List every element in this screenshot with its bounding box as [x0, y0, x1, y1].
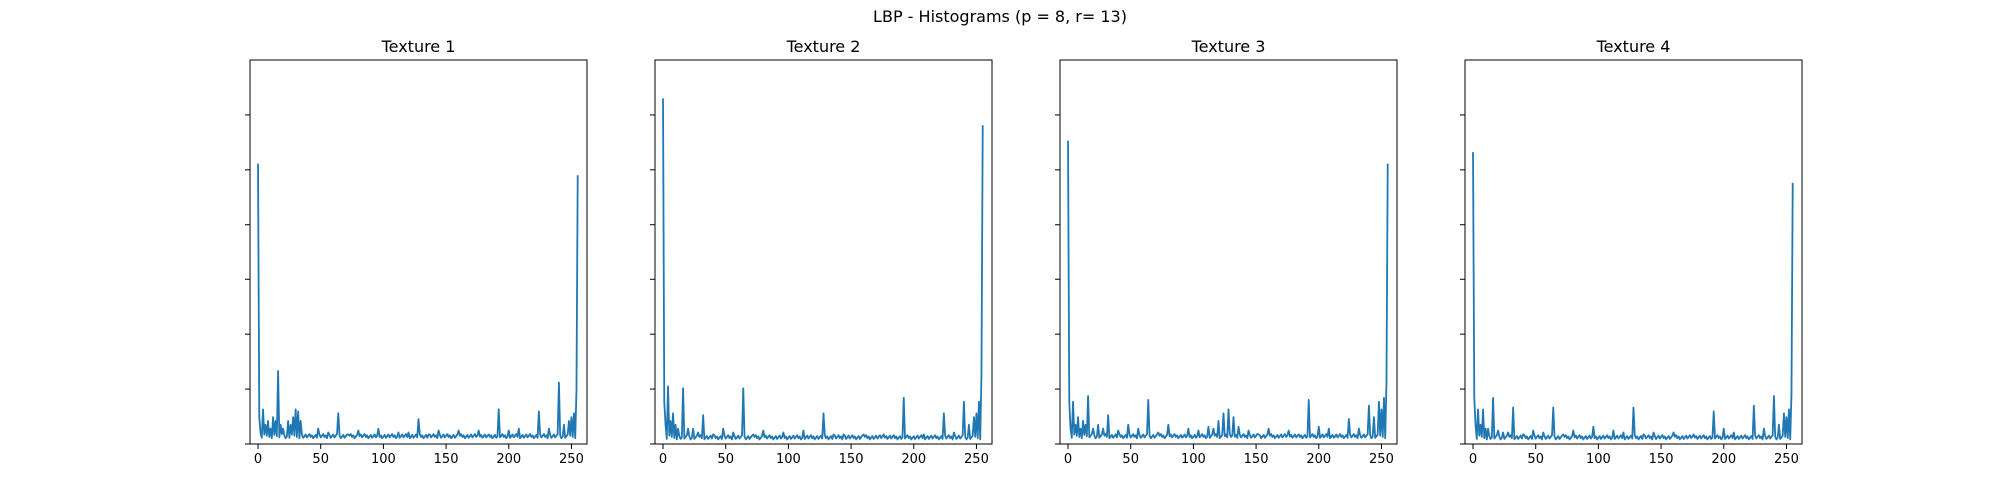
plot-frame	[654, 59, 993, 445]
x-tick-label: 50	[717, 452, 734, 467]
x-tick-label: 50	[1527, 452, 1544, 467]
plot-frame	[1059, 59, 1398, 445]
x-tick-label: 250	[559, 452, 584, 467]
histogram-line	[257, 163, 579, 440]
histogram-line	[1067, 140, 1389, 440]
histogram-line	[1472, 152, 1794, 441]
x-tick-label: 50	[1122, 452, 1139, 467]
subplots: Texture 1 0 50 100 150 200 250 Texture 2 0 50 100 1…	[245, 37, 1803, 467]
subplot-title: Texture 1	[381, 37, 456, 56]
x-tick-label: 0	[254, 452, 262, 467]
x-tick-label: 0	[659, 452, 667, 467]
x-tick-label: 250	[964, 452, 989, 467]
x-tick-label: 200	[901, 452, 926, 467]
x-tick-label: 100	[1181, 452, 1206, 467]
x-tick-label: 200	[1306, 452, 1331, 467]
subplot-title: Texture 4	[1596, 37, 1671, 56]
x-tick-label: 200	[1711, 452, 1736, 467]
x-tick-label: 250	[1369, 452, 1394, 467]
x-tick-label: 50	[312, 452, 329, 467]
subplot-title: Texture 3	[1191, 37, 1266, 56]
x-tick-label: 100	[371, 452, 396, 467]
subplot-title: Texture 2	[786, 37, 861, 56]
x-tick-label: 100	[776, 452, 801, 467]
plot-frame	[249, 59, 588, 445]
subplot-3: Texture 3 0 50 100 150 200 250	[1055, 37, 1398, 467]
plot-frame	[1464, 59, 1803, 445]
x-tick-label: 250	[1774, 452, 1799, 467]
x-tick-label: 0	[1469, 452, 1477, 467]
figure-title: LBP - Histograms (p = 8, r= 13)	[873, 7, 1127, 26]
histogram-line	[662, 98, 984, 441]
subplot-1: Texture 1 0 50 100 150 200 250	[245, 37, 588, 467]
x-tick-label: 200	[496, 452, 521, 467]
x-tick-label: 100	[1586, 452, 1611, 467]
subplot-4: Texture 4 0 50 100 150 200 250	[1460, 37, 1803, 467]
x-tick-label: 150	[839, 452, 864, 467]
x-tick-label: 150	[1244, 452, 1269, 467]
subplot-2: Texture 2 0 50 100 150 200 250	[650, 37, 993, 467]
x-tick-label: 150	[1649, 452, 1674, 467]
x-tick-label: 0	[1064, 452, 1072, 467]
x-tick-label: 150	[434, 452, 459, 467]
